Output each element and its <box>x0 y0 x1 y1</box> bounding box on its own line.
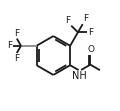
Text: F: F <box>15 54 20 63</box>
Text: F: F <box>88 28 93 37</box>
Text: O: O <box>87 45 94 54</box>
Text: F: F <box>7 41 12 50</box>
Text: NH: NH <box>72 71 87 81</box>
Text: F: F <box>15 29 20 38</box>
Text: F: F <box>65 16 70 25</box>
Text: F: F <box>83 14 88 23</box>
